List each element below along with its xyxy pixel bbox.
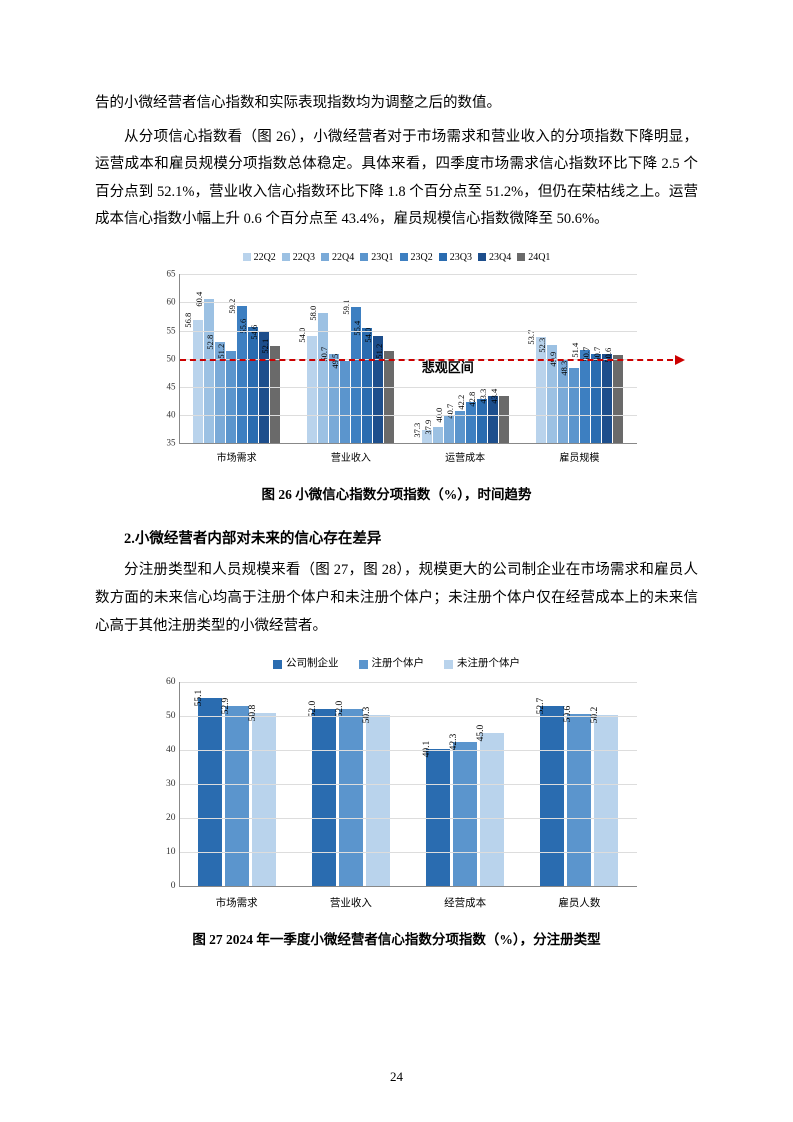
page-number: 24 (0, 1065, 793, 1090)
chart-26-legend: 22Q222Q322Q423Q123Q223Q323Q424Q1 (157, 248, 637, 269)
chart-27-legend: 公司制企业注册个体户未注册个体户 (157, 654, 637, 676)
chart-27-caption: 图 27 2024 年一季度小微经营者信心指数分项指数（%），分注册类型 (95, 927, 698, 953)
chart-26: 22Q222Q322Q423Q123Q223Q323Q424Q1 56.860.… (157, 248, 637, 445)
section-heading-2: 2.小微经营者内部对未来的信心存在差异 (95, 526, 698, 554)
chart-27-plot: 55.152.950.8市场需求52.052.050.3营业收入40.142.3… (179, 682, 637, 887)
body-paragraph-2: 分注册类型和人员规模来看（图 27，图 28），规模更大的公司制企业在市场需求和… (95, 557, 698, 640)
continued-paragraph: 告的小微经营者信心指数和实际表现指数均为调整之后的数值。 (95, 90, 698, 118)
body-paragraph-1: 从分项信心指数看（图 26），小微经营者对于市场需求和营业收入的分项指数下降明显… (95, 124, 698, 234)
chart-26-caption: 图 26 小微信心指数分项指数（%），时间趋势 (95, 482, 698, 508)
chart-26-plot: 56.860.452.851.259.255.654.652.1市场需求54.0… (179, 274, 637, 444)
chart-27: 公司制企业注册个体户未注册个体户 55.152.950.8市场需求52.052.… (157, 654, 637, 887)
